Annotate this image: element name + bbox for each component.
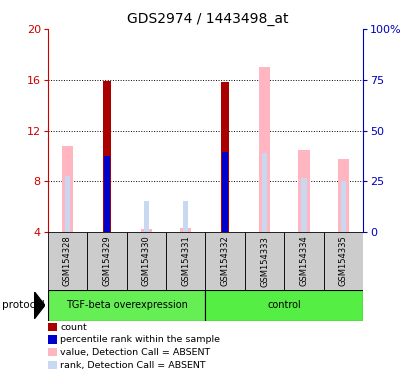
Bar [127, 232, 166, 290]
Bar [65, 176, 70, 232]
Bar [180, 228, 191, 232]
Bar [183, 200, 188, 232]
Bar [103, 81, 111, 232]
Bar [341, 182, 346, 232]
Text: value, Detection Call = ABSENT: value, Detection Call = ABSENT [60, 348, 210, 357]
Bar [301, 178, 307, 232]
Polygon shape [34, 292, 45, 319]
Text: GSM154335: GSM154335 [339, 236, 348, 286]
Text: GSM154332: GSM154332 [221, 236, 229, 286]
Bar [144, 200, 149, 232]
Text: TGF-beta overexpression: TGF-beta overexpression [66, 300, 188, 310]
Bar [324, 232, 363, 290]
Bar [48, 232, 87, 290]
Text: GSM154328: GSM154328 [63, 236, 72, 286]
Bar [205, 232, 245, 290]
Text: rank, Detection Call = ABSENT: rank, Detection Call = ABSENT [60, 361, 206, 370]
Bar [166, 232, 205, 290]
Bar [222, 152, 228, 232]
Text: GSM154334: GSM154334 [300, 236, 308, 286]
Bar [338, 159, 349, 232]
Text: GSM154331: GSM154331 [181, 236, 190, 286]
Bar [48, 290, 205, 321]
Bar [205, 290, 363, 321]
Bar [141, 229, 152, 232]
Text: count: count [60, 323, 87, 332]
Bar [284, 232, 324, 290]
Bar [298, 150, 310, 232]
Text: protocol: protocol [2, 300, 45, 310]
Text: GSM154329: GSM154329 [103, 236, 111, 286]
Bar [104, 156, 110, 232]
Bar [259, 67, 270, 232]
Text: GSM154333: GSM154333 [260, 236, 269, 286]
Bar [87, 232, 127, 290]
Bar [62, 146, 73, 232]
Text: GSM154330: GSM154330 [142, 236, 151, 286]
Bar [262, 154, 267, 232]
Text: GDS2974 / 1443498_at: GDS2974 / 1443498_at [127, 12, 288, 25]
Bar [221, 82, 229, 232]
Bar [245, 232, 284, 290]
Text: control: control [267, 300, 301, 310]
Text: percentile rank within the sample: percentile rank within the sample [60, 335, 220, 344]
